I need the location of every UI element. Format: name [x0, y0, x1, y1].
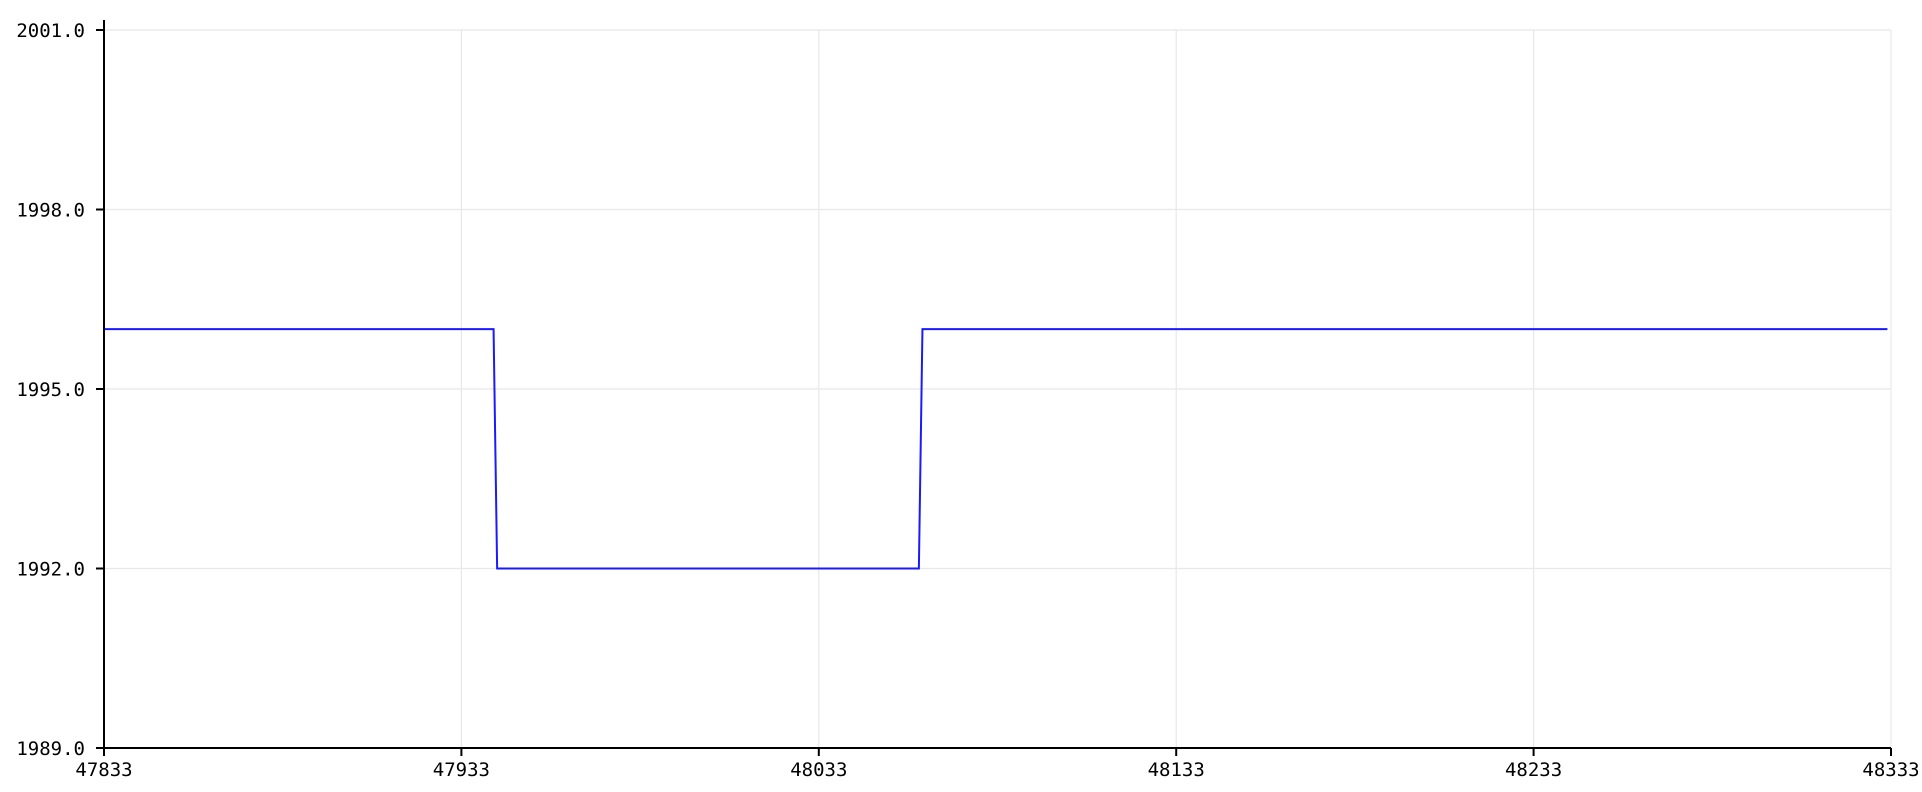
series-line-0 — [104, 328, 1888, 570]
x-tick-label: 48033 — [790, 759, 847, 781]
x-ticks: 47833 47933 48033 48133 48233 48333 — [75, 748, 1920, 781]
grid — [103, 29, 1892, 749]
series-layer — [104, 328, 1888, 570]
y-tick-label: 2001.0 — [16, 20, 85, 42]
x-tick-label: 48133 — [1148, 759, 1205, 781]
x-tick-label: 47833 — [75, 759, 132, 781]
x-tick-label: 48233 — [1505, 759, 1562, 781]
y-tick-label: 1995.0 — [16, 379, 85, 401]
x-tick-label: 47933 — [433, 759, 490, 781]
y-tick-label: 1992.0 — [16, 559, 85, 581]
y-ticks: 1989.0 1992.0 1995.0 1998.0 2001.0 — [16, 20, 104, 760]
y-tick-label: 1998.0 — [16, 200, 85, 222]
y-tick-label: 1989.0 — [16, 738, 85, 760]
axes — [103, 20, 1891, 749]
x-tick-label: 48333 — [1862, 759, 1919, 781]
